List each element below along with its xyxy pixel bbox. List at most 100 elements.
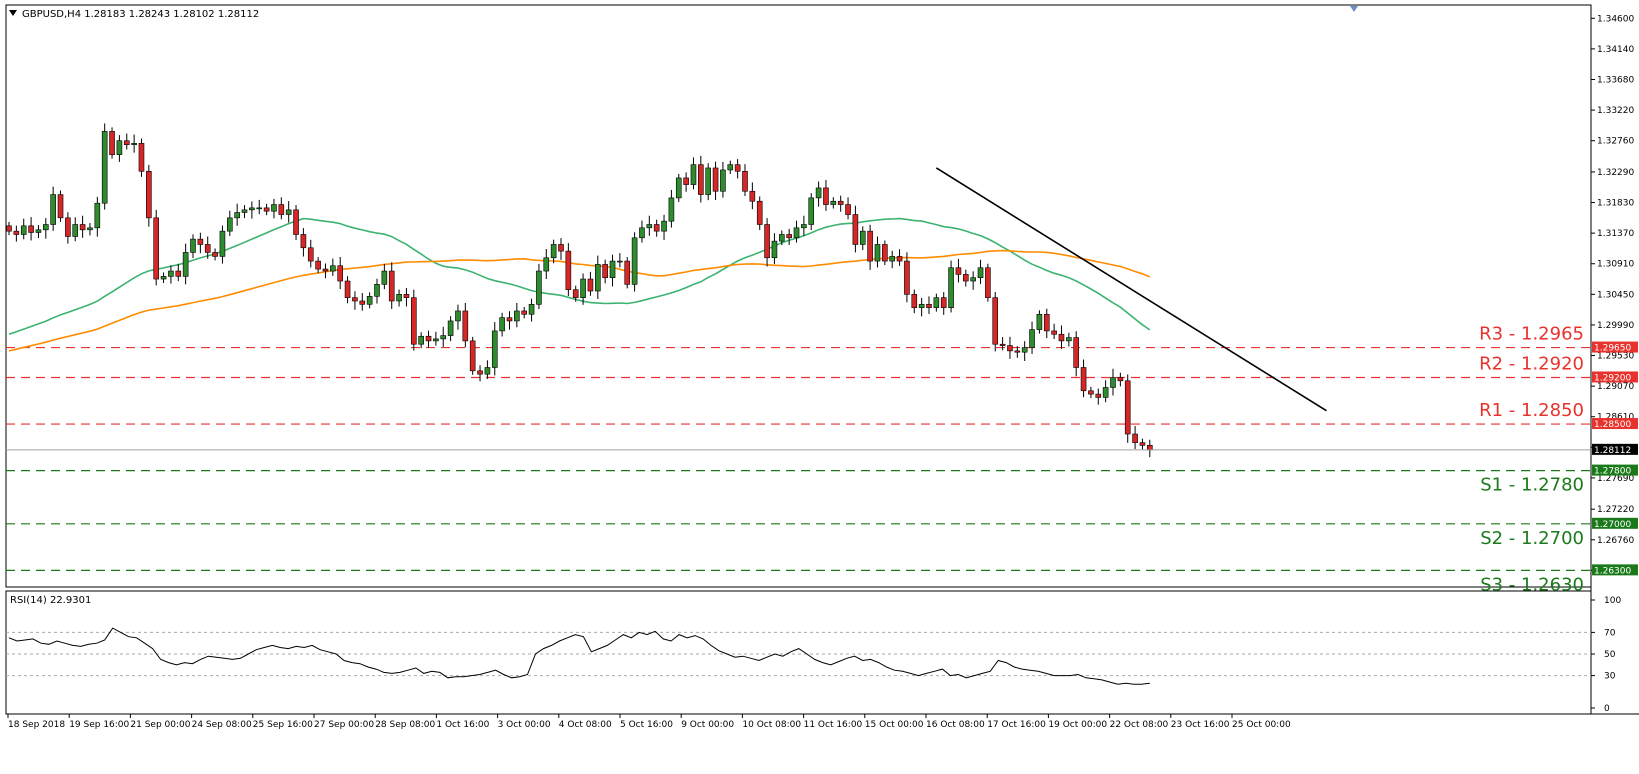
- bear-candle: [867, 230, 873, 262]
- bull-candle: [484, 367, 491, 375]
- ma-green-line: [8, 217, 1151, 335]
- time-tick-label: 3 Oct 00:00: [498, 720, 551, 730]
- price-tick-label: 1.27690: [1597, 474, 1634, 484]
- bull-candle: [87, 227, 93, 231]
- price-tick-label: 1.33220: [1597, 106, 1634, 116]
- bear-candle: [322, 268, 329, 272]
- time-tick-label: 24 Sep 08:00: [192, 720, 252, 730]
- bear-candle: [123, 140, 130, 145]
- bull-candle: [234, 212, 240, 219]
- bear-candle: [337, 265, 344, 282]
- time-axis: 18 Sep 2018 19 Sep 16:00 21 Sep 00:00 24 Se…: [7, 714, 1291, 730]
- bull-candle: [116, 140, 123, 155]
- bear-candle: [13, 230, 20, 235]
- price-tick-label: 1.34600: [1597, 14, 1634, 24]
- price-tick-label: 1.30450: [1597, 290, 1634, 300]
- bear-candle: [344, 280, 351, 298]
- resistance-price-tag: [1592, 418, 1638, 430]
- time-tick-label: 5 Oct 16:00: [620, 720, 673, 730]
- resistance-price-tag: [1592, 371, 1638, 383]
- bear-candle: [786, 234, 792, 239]
- rsi-tick-label: 30: [1604, 672, 1616, 682]
- bull-candle: [646, 224, 653, 229]
- time-tick-label: 19 Sep 16:00: [69, 720, 129, 730]
- support-price-tag-label: 1.26300: [1594, 566, 1631, 576]
- bear-candle: [653, 224, 660, 232]
- bear-candle: [109, 131, 115, 155]
- time-tick-label: 27 Sep 00:00: [314, 720, 374, 730]
- bull-candle: [168, 270, 174, 277]
- price-tick-label: 1.31370: [1597, 229, 1634, 239]
- bear-candle: [1014, 350, 1021, 353]
- bull-candle: [418, 335, 424, 345]
- bear-candle: [1007, 345, 1013, 352]
- bull-candle: [396, 294, 402, 302]
- bear-candle: [624, 260, 631, 285]
- bear-candle: [1043, 313, 1050, 332]
- bear-candle: [28, 225, 34, 233]
- price-tick-label: 1.29070: [1597, 382, 1634, 392]
- support-level-label: S2 - 1.2700: [1480, 528, 1584, 549]
- bear-candle: [65, 217, 71, 237]
- bull-candle: [20, 225, 27, 235]
- bear-candle: [852, 214, 859, 245]
- bear-candle: [477, 370, 483, 375]
- bear-candle: [1095, 393, 1102, 398]
- price-tick-label: 1.31830: [1597, 199, 1634, 209]
- rsi-tick-label: 70: [1604, 628, 1616, 638]
- time-tick-label: 25 Oct 00:00: [1232, 720, 1291, 730]
- bull-candle: [35, 229, 42, 233]
- bull-candle: [1110, 377, 1116, 388]
- bear-candle: [197, 238, 204, 245]
- bull-candle: [830, 200, 837, 205]
- bull-candle: [182, 252, 189, 277]
- current-price-tag-label: 1.28112: [1594, 446, 1631, 456]
- menu-triangle-icon[interactable]: [9, 10, 17, 16]
- bear-candle: [79, 224, 86, 231]
- support-price-tag: [1592, 464, 1638, 476]
- resistance-price-tag-label: 1.29650: [1594, 344, 1631, 354]
- current-price-tag: [1592, 443, 1638, 455]
- bear-candle: [911, 294, 918, 308]
- bull-candle: [447, 320, 454, 336]
- bull-candle: [1021, 347, 1028, 353]
- bull-candle: [889, 256, 896, 262]
- bull-candle: [374, 284, 380, 297]
- bear-candle: [1139, 442, 1146, 446]
- bear-candle: [683, 177, 689, 185]
- bull-candle: [72, 224, 79, 237]
- bull-candle: [705, 167, 712, 195]
- bull-candle: [50, 194, 56, 225]
- resistance-price-tag-label: 1.29200: [1594, 373, 1631, 383]
- bear-candle: [882, 244, 888, 262]
- rsi-line: [8, 627, 1150, 685]
- price-tick-label: 1.29530: [1597, 352, 1634, 362]
- bear-candle: [1132, 433, 1138, 443]
- bear-candle: [764, 224, 770, 259]
- support-price-tag: [1592, 517, 1638, 529]
- bear-candle: [1147, 445, 1153, 451]
- bear-candle: [521, 310, 528, 315]
- support-price-tag-label: 1.27800: [1594, 467, 1631, 477]
- bull-candle: [366, 296, 373, 305]
- time-tick-label: 16 Oct 08:00: [926, 720, 985, 730]
- bull-candle: [536, 270, 542, 305]
- bull-candle: [219, 230, 226, 257]
- bear-candle: [904, 260, 910, 295]
- bull-candle: [859, 230, 866, 245]
- rsi-panel-frame: [5, 590, 1592, 715]
- resistance-level-label: R3 - 1.2965: [1479, 324, 1584, 345]
- price-tick-label: 1.32290: [1597, 168, 1634, 178]
- bear-candle: [1117, 377, 1124, 382]
- bull-candle: [381, 270, 388, 285]
- rsi-label: RSI(14) 22.9301: [10, 595, 91, 606]
- shift-marker-icon: [1350, 6, 1358, 12]
- bear-candle: [410, 297, 417, 345]
- bear-candle: [307, 247, 314, 262]
- time-tick-label: 21 Sep 00:00: [130, 720, 190, 730]
- bear-candle: [403, 294, 410, 298]
- bull-candle: [815, 187, 822, 199]
- bull-candle: [1102, 387, 1109, 398]
- bear-candle: [565, 250, 572, 290]
- resistance-level-label: R2 - 1.2920: [1479, 353, 1584, 374]
